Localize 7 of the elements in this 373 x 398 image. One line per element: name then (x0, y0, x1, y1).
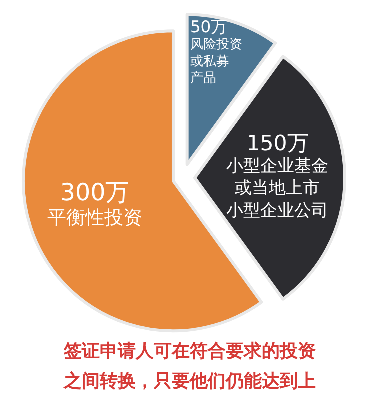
slice-label: 平衡性投资 (48, 207, 143, 230)
slice-label: 小型企业基金或当地上市小型企业公司 (226, 156, 328, 221)
text: 签证申请人可在符合要求的投资之间转换，只要他们仍能达到上 (63, 340, 316, 392)
data-label: 300万 (60, 178, 130, 207)
slice-label: 风险投资或私募产品 (190, 37, 242, 86)
data-label: 50万 (190, 17, 228, 36)
data-label: 150万 (246, 132, 308, 157)
